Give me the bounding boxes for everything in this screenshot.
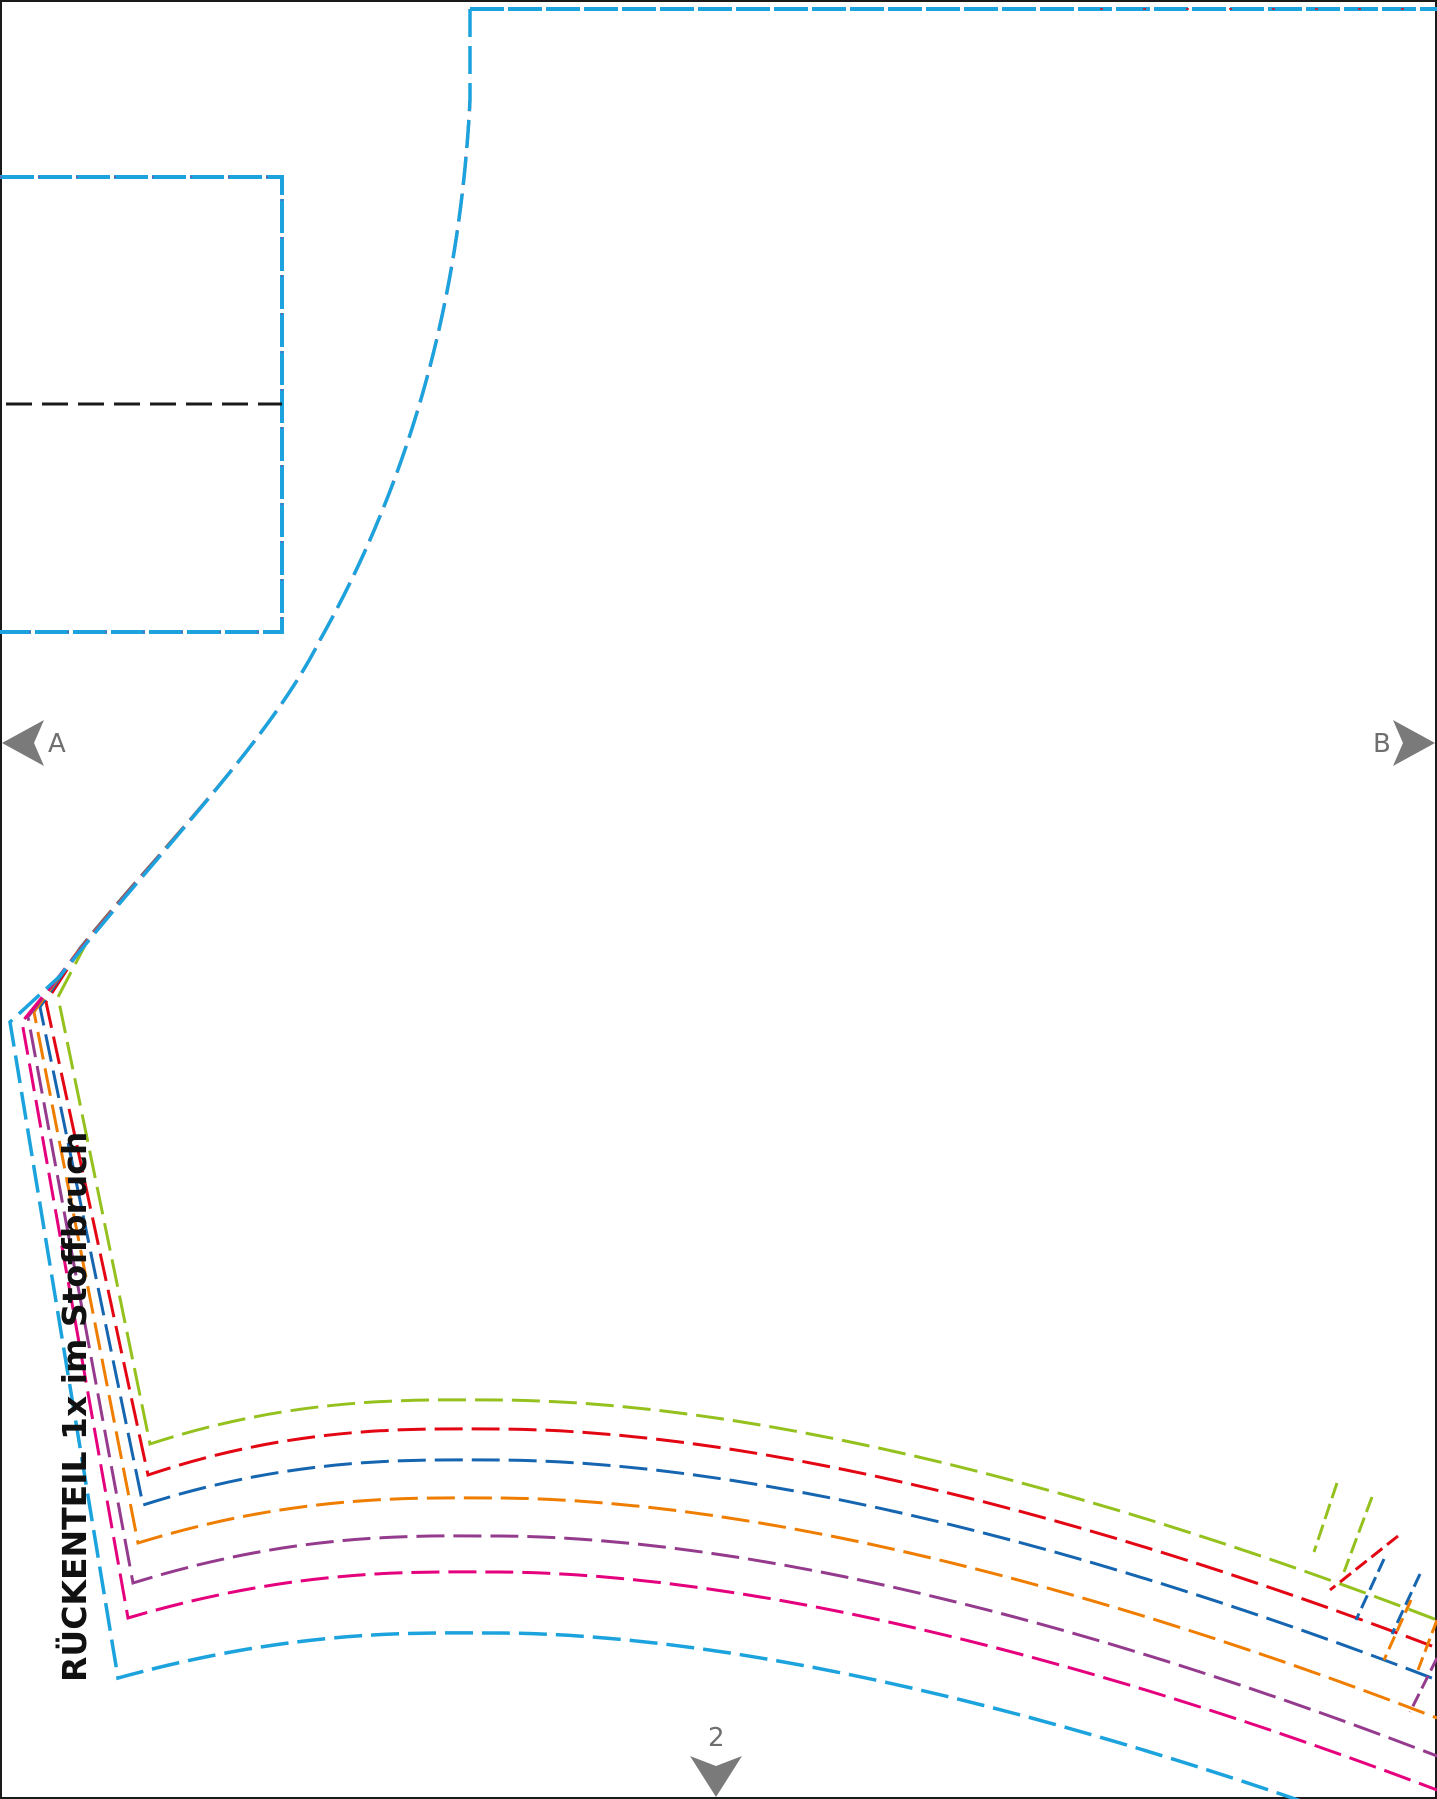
- marker-2: 2: [690, 1723, 742, 1797]
- marker-b-label: B: [1373, 729, 1391, 759]
- size-line-magenta: [20, 9, 1437, 1792]
- marker-a: A: [2, 720, 66, 766]
- size-line-cyan: [8, 9, 1301, 1799]
- marker-a-label: A: [48, 729, 66, 759]
- marker-2-label: 2: [708, 1723, 725, 1753]
- size-line-green: [56, 9, 1437, 1622]
- size-line-purple: [26, 9, 1437, 1758]
- size-line-blue: [38, 9, 1437, 1682]
- notch-marks: [1312, 1482, 1437, 1713]
- marker-b: B: [1373, 720, 1435, 766]
- left-arrow-icon: [2, 720, 44, 766]
- right-arrow-icon: [1393, 720, 1435, 766]
- piece-label: RÜCKENTEIL 1x im Stoffbruch: [54, 1132, 94, 1682]
- size-lines: [8, 9, 1437, 1799]
- down-arrow-icon: [690, 1756, 742, 1797]
- size-line-orange: [32, 9, 1437, 1720]
- size-line-red: [44, 9, 1437, 1650]
